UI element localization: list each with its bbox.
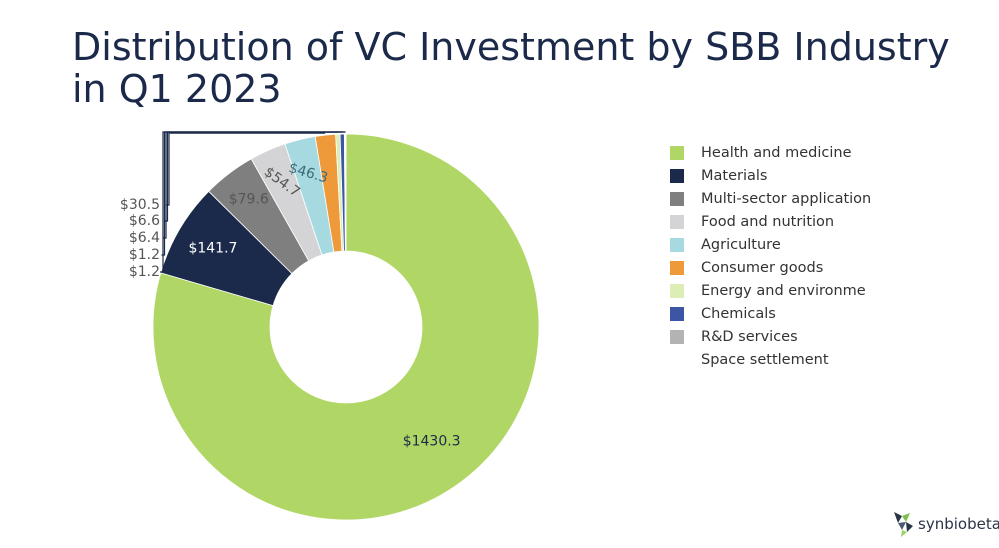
legend-label: Food and nutrition [701, 213, 835, 230]
synbiobeta-logo-icon [894, 512, 913, 537]
legend-label: Energy and environme [701, 282, 866, 299]
legend-item-space-settlement[interactable]: Space settlement [670, 348, 871, 371]
slice-label-health-and-medicine: $1430.3 [403, 433, 461, 449]
legend-swatch [670, 260, 684, 275]
brand-name: synbiobeta [918, 515, 999, 533]
synbiobeta-logo: synbiobeta [890, 510, 999, 538]
legend-swatch [670, 168, 684, 183]
legend-label: Materials [701, 167, 768, 184]
legend-item-food-and-nutrition[interactable]: Food and nutrition [670, 210, 871, 233]
slice-space-settlement [344, 133, 347, 252]
slice-health-and-medicine [152, 133, 540, 521]
legend-label: R&D services [701, 328, 798, 345]
legend-label: Chemicals [701, 305, 776, 322]
slice-label-chemicals: $6.4 [129, 230, 160, 246]
leader-line-space-settlement [160, 131, 346, 273]
slice-label-space-settlement: $1.2 [129, 264, 160, 280]
slice-label-energy-and-environme: $6.6 [129, 213, 160, 229]
legend-swatch [670, 191, 684, 206]
legend-label: Multi-sector application [701, 190, 872, 207]
legend-swatch [670, 214, 684, 229]
legend-label: Health and medicine [701, 144, 852, 161]
leader-lines [160, 131, 346, 273]
legend-item-multi-sector-application[interactable]: Multi-sector application [670, 187, 871, 210]
slice-label-materials: $141.7 [188, 241, 237, 257]
slice-label-r-d-services: $1.2 [129, 247, 160, 263]
legend-swatch [670, 145, 684, 160]
donut-slices [152, 133, 540, 521]
slice-label-consumer-goods: $30.5 [120, 197, 160, 213]
legend-label: Space settlement [701, 351, 829, 368]
legend: Health and medicine Materials Multi-sector… [670, 141, 871, 371]
legend-swatch [670, 237, 684, 252]
legend-swatch [670, 283, 684, 298]
legend-swatch [670, 352, 684, 367]
legend-item-energy-and-environme[interactable]: Energy and environme [670, 279, 871, 302]
legend-item-agriculture[interactable]: Agriculture [670, 233, 871, 256]
legend-item-consumer-goods[interactable]: Consumer goods [670, 256, 871, 279]
legend-item-r-d-services[interactable]: R&D services [670, 325, 871, 348]
chart-title: Distribution of VC Investment by SBB Ind… [72, 25, 950, 111]
legend-item-chemicals[interactable]: Chemicals [670, 302, 871, 325]
legend-item-materials[interactable]: Materials [670, 164, 871, 187]
legend-item-health-and-medicine[interactable]: Health and medicine [670, 141, 871, 164]
legend-label: Agriculture [701, 236, 781, 253]
slice-label-multi-sector-application: $79.6 [229, 192, 269, 208]
legend-label: Consumer goods [701, 259, 824, 276]
legend-swatch [670, 306, 684, 321]
legend-swatch [670, 329, 684, 344]
